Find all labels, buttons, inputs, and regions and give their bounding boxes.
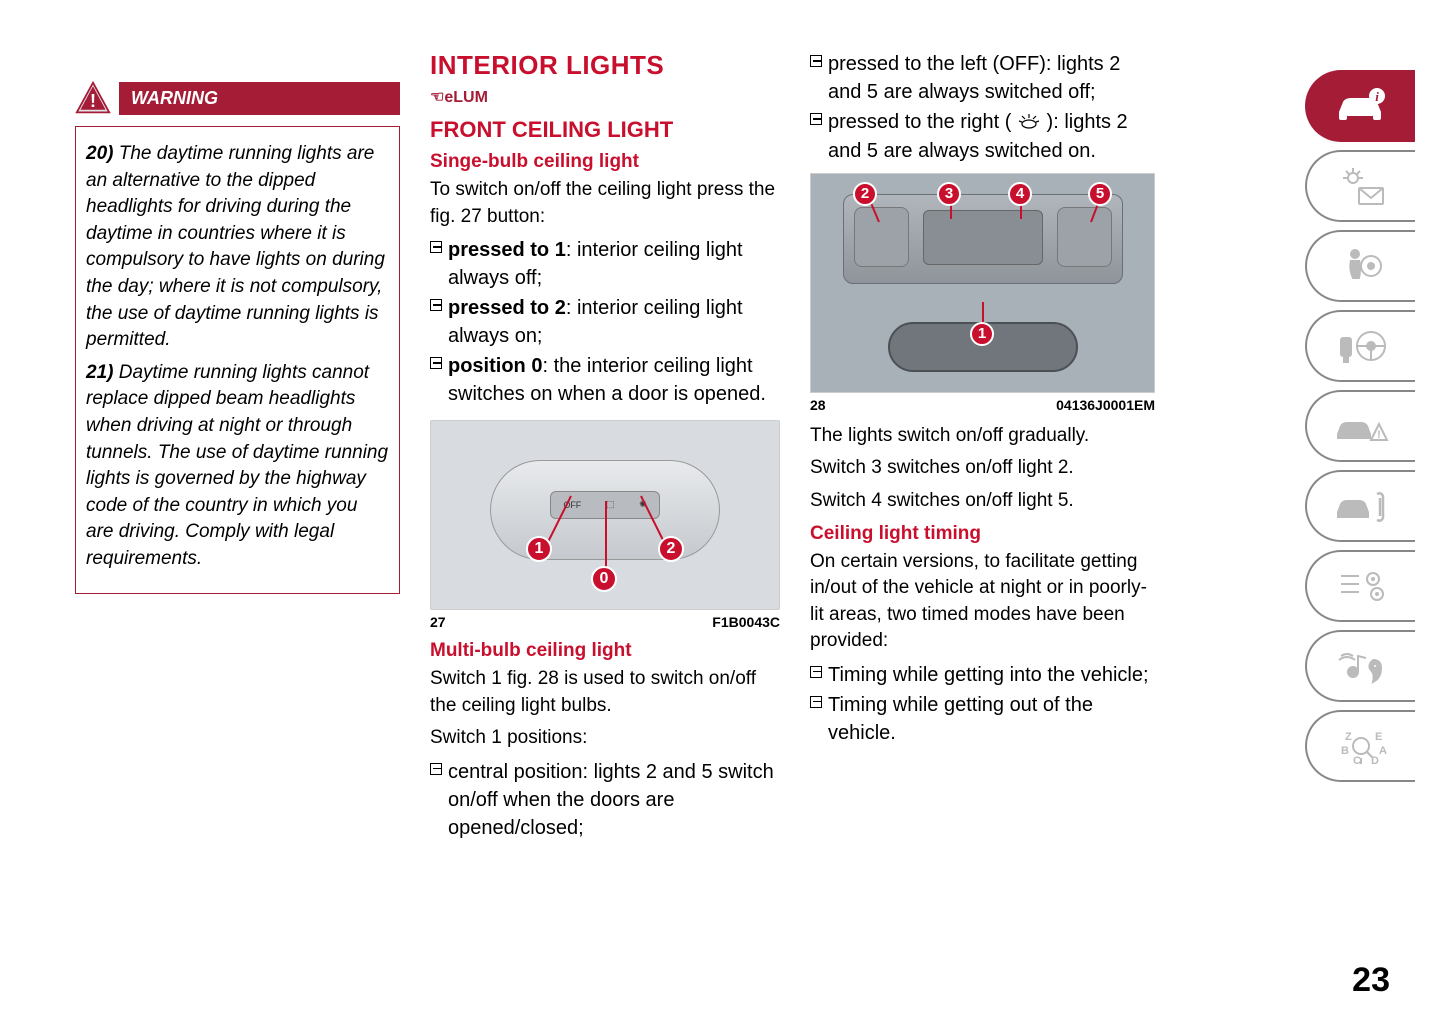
switch-slot: OFF ⬚ ✺ <box>550 491 660 519</box>
warning-text-20: The daytime running lights are an altern… <box>86 143 385 350</box>
bullet-icon <box>430 299 442 311</box>
after-p2: Switch 3 switches on/off light 2. <box>810 455 1155 482</box>
warning-box: 20) The daytime running lights are an al… <box>75 126 400 594</box>
tab-light-mail[interactable] <box>1305 150 1415 222</box>
section-title: INTERIOR LIGHTS <box>430 50 780 81</box>
switch-label-on: ✺ <box>639 499 647 510</box>
warning-item-21: 21) Daytime running lights cannot replac… <box>86 360 389 573</box>
ceiling-light-illustration: OFF ⬚ ✺ <box>490 460 720 560</box>
fig27-num: 27 <box>430 614 446 630</box>
timing-intro: On certain versions, to facilitate getti… <box>810 549 1155 655</box>
light-on-icon <box>1017 109 1041 137</box>
svg-text:C: C <box>1353 755 1361 767</box>
fig27-caption: 27 F1B0043C <box>430 614 780 630</box>
bullet-icon <box>430 763 442 775</box>
sidebar-tabs: i ! ZEBACD <box>1305 70 1415 782</box>
callout-2: 2 <box>658 536 684 562</box>
fig28-num: 28 <box>810 397 826 413</box>
callout-1: 1 <box>526 536 552 562</box>
bullet-timing-out: Timing while getting out of the vehicle. <box>810 691 1155 747</box>
svg-text:i: i <box>1375 89 1379 104</box>
warning-text-21: Daytime running lights cannot replace di… <box>86 362 388 569</box>
callout-fig28-5: 5 <box>1088 182 1112 206</box>
warning-num-20: 20) <box>86 143 113 164</box>
bullet-timing-in: Timing while getting into the vehicle; <box>810 661 1155 689</box>
tab-key-wheel[interactable] <box>1305 310 1415 382</box>
p2-label: pressed to 2 <box>448 297 566 319</box>
callout-fig28-2: 2 <box>853 182 877 206</box>
switch-label-door: ⬚ <box>606 499 615 510</box>
tab-car-wrench[interactable] <box>1305 470 1415 542</box>
fig28-code: 04136J0001EM <box>1056 397 1155 413</box>
bullet-central-text: central position: lights 2 and 5 switch … <box>448 758 780 842</box>
svg-text:Z: Z <box>1345 731 1352 743</box>
single-bulb-intro: To switch on/off the ceiling light press… <box>430 177 780 230</box>
bullet-left-text: pressed to the left (OFF): lights 2 and … <box>828 50 1155 106</box>
p0-label: position 0 <box>448 355 542 377</box>
warning-label: WARNING <box>119 82 400 115</box>
after-p3: Switch 4 switches on/off light 5. <box>810 488 1155 515</box>
bullet-left-off: pressed to the left (OFF): lights 2 and … <box>810 50 1155 106</box>
figure-27: OFF ⬚ ✺ 1 0 2 <box>430 420 780 610</box>
tab-airbag[interactable] <box>1305 230 1415 302</box>
callout-0: 0 <box>591 566 617 592</box>
overhead-console-illustration <box>843 194 1123 284</box>
svg-text:A: A <box>1379 745 1387 757</box>
bullet-icon <box>810 696 822 708</box>
bullet-pressed-2: pressed to 2: interior ceiling light alw… <box>430 294 780 350</box>
bullet-icon <box>430 241 442 253</box>
tab-car-warning[interactable]: ! <box>1305 390 1415 462</box>
page-number: 23 <box>1352 961 1390 1000</box>
fig27-code: F1B0043C <box>712 614 780 630</box>
bullet-right-on: pressed to the right ( ): lights 2 and 5… <box>810 108 1155 165</box>
callout-fig28-3: 3 <box>937 182 961 206</box>
svg-text:!: ! <box>90 91 96 111</box>
multi-bulb-p1: Switch 1 fig. 28 is used to switch on/of… <box>430 666 780 719</box>
tab-list-gear[interactable] <box>1305 550 1415 622</box>
elum-code: ☜eLUM <box>430 87 780 107</box>
tab-index[interactable]: ZEBACD <box>1305 710 1415 782</box>
bullet-icon <box>810 113 822 125</box>
bullet-icon <box>810 55 822 67</box>
svg-text:!: ! <box>1377 429 1381 441</box>
tab-car-info[interactable]: i <box>1305 70 1415 142</box>
warning-header: ! WARNING <box>75 80 400 116</box>
timing-b1: Timing while getting into the vehicle; <box>828 661 1149 689</box>
callout-fig28-1: 1 <box>970 322 994 346</box>
switch-label-off: OFF <box>563 500 581 510</box>
p1-label: pressed to 1 <box>448 239 566 261</box>
bullet-position-0: position 0: the interior ceiling light s… <box>430 352 780 408</box>
warning-triangle-icon: ! <box>75 80 111 116</box>
figure-28: 2 3 4 5 1 <box>810 173 1155 393</box>
tab-music-nav[interactable] <box>1305 630 1415 702</box>
timing-heading: Ceiling light timing <box>810 523 1155 545</box>
bullet-pressed-1: pressed to 1: interior ceiling light alw… <box>430 236 780 292</box>
fig28-caption: 28 04136J0001EM <box>810 397 1155 413</box>
svg-text:E: E <box>1375 731 1382 743</box>
bullet-icon <box>430 357 442 369</box>
after-p1: The lights switch on/off gradually. <box>810 423 1155 450</box>
multi-bulb-heading: Multi-bulb ceiling light <box>430 640 780 662</box>
callout-fig28-4: 4 <box>1008 182 1032 206</box>
svg-text:B: B <box>1341 745 1349 757</box>
multi-bulb-p2: Switch 1 positions: <box>430 725 780 752</box>
single-bulb-heading: Singe-bulb ceiling light <box>430 151 780 173</box>
warning-item-20: 20) The daytime running lights are an al… <box>86 141 389 354</box>
bullet-central: central position: lights 2 and 5 switch … <box>430 758 780 842</box>
warning-num-21: 21) <box>86 362 113 383</box>
subsection-title: FRONT CEILING LIGHT <box>430 117 780 143</box>
bullet-icon <box>810 666 822 678</box>
timing-b2: Timing while getting out of the vehicle. <box>828 691 1155 747</box>
b3a: pressed to the right ( <box>828 111 1017 133</box>
